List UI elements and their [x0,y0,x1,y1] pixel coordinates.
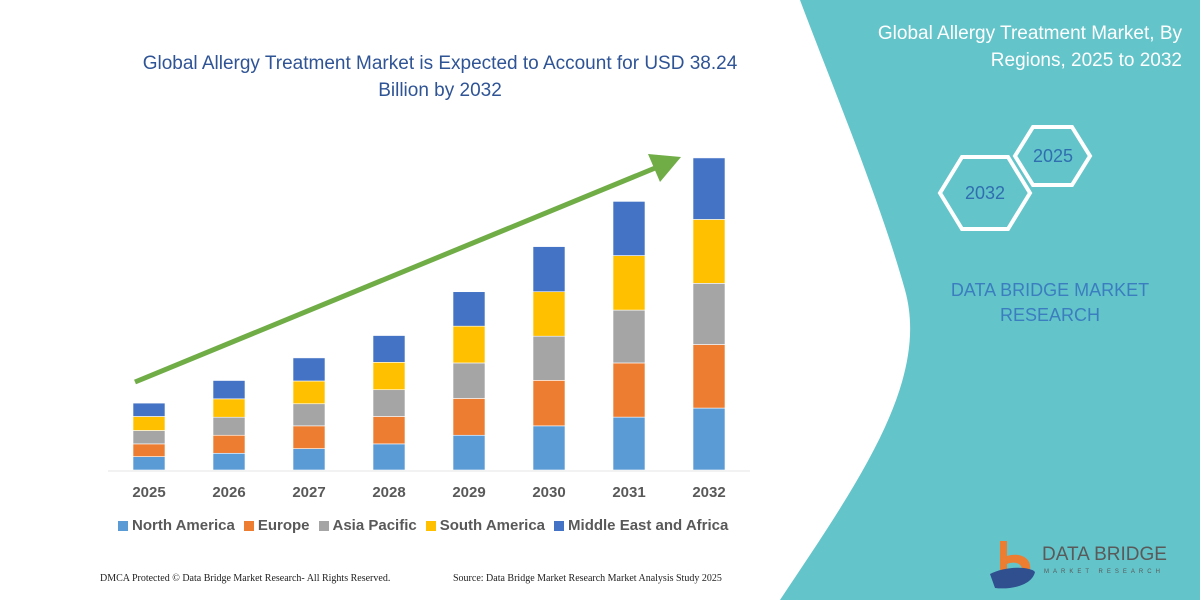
panel-title: Global Allergy Treatment Market, By Regi… [877,23,1182,71]
bar-segment-2027-4 [292,357,326,382]
side-panel [780,0,1200,600]
trend-arrow [134,163,661,385]
bar-segment-2028-1 [372,416,406,445]
legend-item: Middle East and Africa [554,517,728,534]
legend-swatch [425,520,436,531]
hex-label-2025: 2025 [1032,146,1074,166]
bar-segment-2029-3 [452,325,486,364]
x-tick-label: 2028 [372,484,406,501]
legend-swatch [554,520,565,531]
bar-segment-2032-1 [692,344,726,409]
bar-segment-2031-3 [612,255,646,311]
bar-segment-2027-3 [292,380,326,405]
bar-segment-2030-3 [532,291,566,337]
bar-segment-2030-0 [532,425,566,471]
bar-segment-2031-1 [612,362,646,418]
legend-swatch [243,520,254,531]
bar-segment-2029-0 [452,434,486,471]
brand-text: DATA BRIDGE MARKET RESEARCH [950,280,1150,325]
bar-segment-2029-4 [452,291,486,327]
bar-segment-2025-0 [132,456,166,471]
x-tick-label: 2026 [212,484,246,501]
legend-item: North America [118,517,235,534]
bar-segment-2028-4 [372,335,406,363]
legend-label: South America [439,517,546,534]
legend: North America Europe Asia Pacific South Ame… [118,517,728,534]
bar-segment-2028-2 [372,389,406,417]
bar-segment-2031-2 [612,309,646,364]
legend-item: Asia Pacific [318,517,417,534]
bar-segment-2032-3 [692,219,726,284]
bar-segment-2026-1 [212,434,246,454]
bar-segment-2025-3 [132,416,166,431]
footer-copyright: DMCA Protected © Data Bridge Market Rese… [100,573,391,584]
bar-segment-2032-2 [692,283,726,345]
bar-segment-2030-4 [532,246,566,293]
bar-segment-2026-3 [212,398,246,418]
bar-segment-2026-0 [212,452,246,471]
bar-segment-2025-4 [132,402,166,417]
bar-segment-2027-2 [292,403,326,427]
bar-segment-2029-1 [452,398,486,436]
bar-segment-2029-2 [452,362,486,399]
hex-label-2032: 2032 [964,183,1006,203]
logo-icon [990,541,1035,589]
bar-segment-2031-0 [612,416,646,471]
x-tick-label: 2029 [452,484,486,501]
legend-label: North America [132,517,235,534]
legend-swatch [118,520,128,531]
bars-group [132,157,726,471]
chart-title: Global Allergy Treatment Market is Expec… [142,53,738,101]
hexagon-2025 [1012,125,1093,187]
x-tick-label: 2025 [132,484,166,501]
bar-segment-2026-4 [212,380,246,400]
legend-item: South America [425,517,546,534]
bar-segment-2027-1 [292,425,326,449]
bar-segment-2032-4 [692,157,726,220]
logo-subtitle: MARKET RESEARCH [1044,569,1164,575]
bar-segment-2028-0 [372,443,406,471]
legend-label: Europe [257,517,310,534]
bar-segment-2028-3 [372,362,406,391]
x-tick-label: 2032 [692,484,726,501]
bar-segment-2025-2 [132,430,166,445]
bar-segment-2026-2 [212,416,246,436]
legend-label: Middle East and Africa [568,517,729,534]
hexagon-2032 [937,155,1033,231]
x-tick-label: 2031 [612,484,646,501]
x-tick-label: 2027 [292,484,326,501]
bar-segment-2025-1 [132,443,166,457]
bar-segment-2027-0 [292,448,326,471]
bar-segment-2030-2 [532,335,566,381]
bar-segment-2030-1 [532,380,566,427]
footer-source: Source: Data Bridge Market Research Mark… [453,573,722,584]
legend-swatch [318,520,329,531]
legend-label: Asia Pacific [332,517,417,534]
logo-name: DATA BRIDGE [1042,544,1167,565]
bar-segment-2031-4 [612,201,646,256]
legend-item: Europe [243,517,310,534]
trend-arrowhead [648,154,681,182]
x-tick-label: 2030 [532,484,566,501]
bar-segment-2032-0 [692,407,726,471]
